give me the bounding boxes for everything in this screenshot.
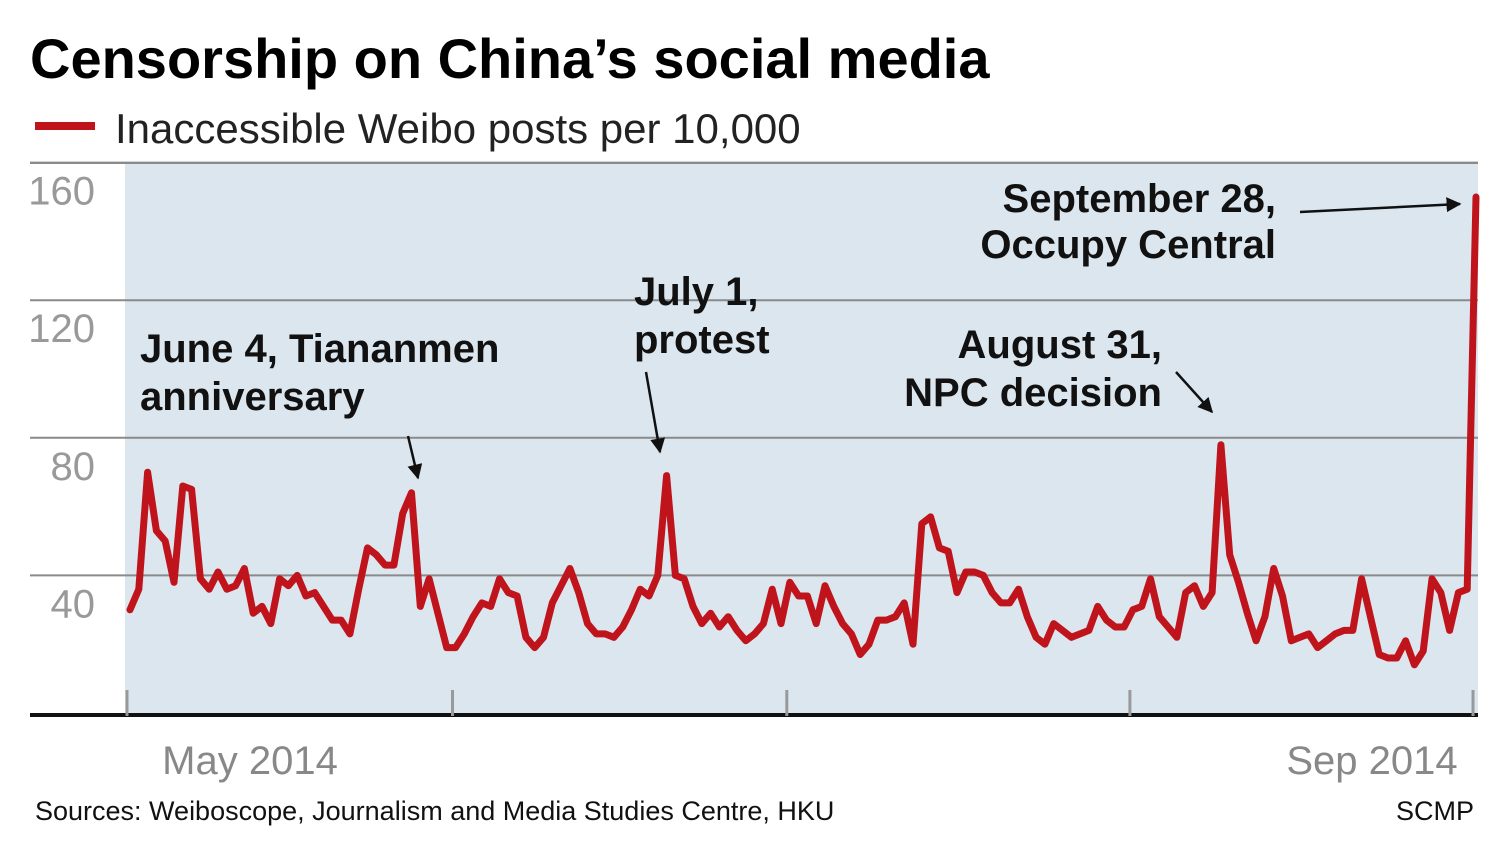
annotation-2-arrow bbox=[1175, 371, 1214, 414]
annotation-1-line-1: protest bbox=[634, 318, 770, 362]
y-tick-label-40: 40 bbox=[51, 582, 96, 626]
annotation-1-arrow bbox=[644, 371, 666, 454]
y-tick-label-160: 160 bbox=[28, 170, 95, 214]
annotation-3-arrow bbox=[1299, 197, 1462, 214]
annotation-2-line-1: NPC decision bbox=[904, 371, 1162, 415]
annotation-3-line-1: Occupy Central bbox=[980, 223, 1276, 267]
publisher-credit: SCMP bbox=[1396, 796, 1474, 826]
legend-label: Inaccessible Weibo posts per 10,000 bbox=[115, 105, 801, 152]
annotation-2-line-0: August 31, bbox=[958, 323, 1162, 367]
x-tick-label-start: May 2014 bbox=[162, 739, 338, 783]
annotation-1: July 1, protest bbox=[634, 270, 770, 362]
series-line bbox=[126, 193, 1480, 669]
y-tick-label-120: 120 bbox=[28, 307, 95, 351]
annotation-0-line-1: anniversary bbox=[140, 375, 365, 419]
annotation-0: June 4, Tiananmen anniversary bbox=[140, 327, 499, 419]
annotation-0-arrow bbox=[406, 435, 423, 480]
x-tick-label-end: Sep 2014 bbox=[1286, 739, 1457, 783]
source-note: Sources: Weiboscope, Journalism and Medi… bbox=[35, 796, 834, 826]
annotation-1-line-0: July 1, bbox=[634, 270, 759, 314]
chart-title: Censorship on China’s social media bbox=[30, 27, 990, 90]
annotation-2: August 31, NPC decision bbox=[904, 323, 1162, 415]
annotation-3-line-0: September 28, bbox=[1003, 177, 1276, 221]
annotation-0-line-0: June 4, Tiananmen bbox=[140, 327, 499, 371]
annotation-3: September 28, Occupy Central bbox=[980, 177, 1276, 267]
y-tick-label-80: 80 bbox=[51, 445, 96, 489]
